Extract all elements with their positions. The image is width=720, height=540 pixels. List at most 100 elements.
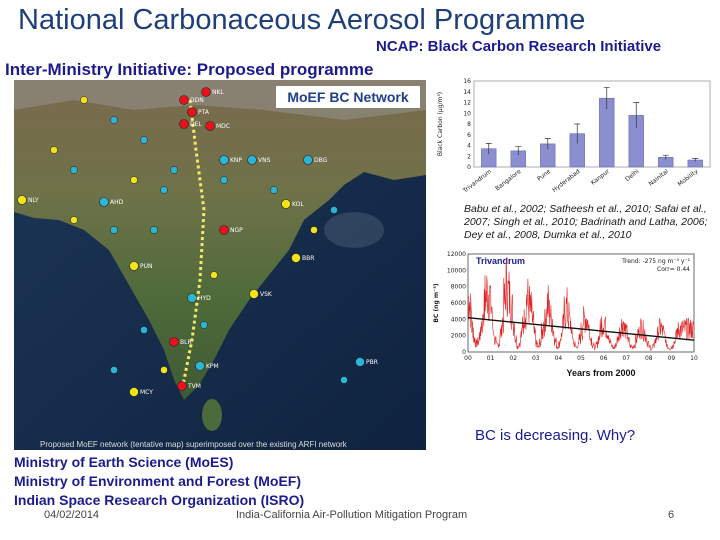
map-station-label: DBG — [314, 157, 328, 164]
bar-ytick-label: 4 — [467, 143, 471, 150]
map-station-dot — [150, 226, 158, 234]
bar-category-label: Trivandrum — [461, 168, 493, 195]
map-station-dot — [160, 186, 168, 194]
map-transect-line — [180, 99, 206, 391]
map-station-label: MDC — [216, 123, 230, 130]
bar-ytick-label: 0 — [467, 164, 471, 171]
map-station-label: VSK — [260, 291, 273, 298]
map-station-marker — [177, 381, 187, 391]
map-land — [14, 80, 426, 400]
india-station-map: NKL DDN PTA DEL MDC KNP VNS DBG NLY AHD KOL NGP BBR P… — [14, 80, 426, 450]
map-station-dot — [70, 166, 78, 174]
slide-subtitle: NCAP: Black Carbon Research Initiative — [376, 38, 662, 55]
bar-ytick-label: 10 — [463, 110, 471, 117]
line-corr-text: Corr= 0.44 — [657, 266, 690, 273]
map-srilanka — [202, 399, 222, 431]
bc-bar-chart: 0 2 4 6 8 10 12 14 16 Black Carbon (μg/m³) Trivand… — [437, 78, 711, 195]
map-station-marker — [201, 87, 211, 97]
map-station-marker — [281, 199, 291, 209]
line-xtick-label: 00 — [464, 355, 472, 362]
map-station-label: NLY — [28, 197, 39, 204]
map-station-dot — [210, 271, 218, 279]
line-trend — [467, 317, 695, 341]
ministry-moes: Ministry of Earth Science (MoES) — [14, 454, 234, 470]
map-station-marker — [129, 387, 139, 397]
map-station-label: PTA — [198, 109, 210, 116]
map-station-dot — [170, 166, 178, 174]
line-ytick-label: 4000 — [451, 316, 466, 323]
trivandrum-line-chart: 0 2000 4000 6000 8000 10000 12000 00 01 02 03 04 05 0… — [433, 251, 698, 378]
line-trend-text: Trend: -275 ng m⁻³ y⁻¹ — [621, 258, 690, 265]
bar-error — [603, 87, 610, 109]
map-station-dot — [220, 176, 228, 184]
map-station-marker — [187, 293, 197, 303]
map-station-label: PBR — [366, 359, 378, 366]
line-xtick-label: 05 — [577, 355, 585, 362]
bar-ytick-label: 16 — [463, 78, 471, 85]
bar-layer: 0 2 4 6 8 10 12 14 16 Black Carbon (μg/m³) Trivand… — [437, 78, 711, 195]
map-station-dot — [140, 326, 148, 334]
map-station-label: KPM — [206, 363, 219, 370]
bar-error — [633, 102, 640, 129]
line-xtick-label: 08 — [645, 355, 653, 362]
map-station-label: BLR — [180, 339, 192, 346]
line-xtick-label: 06 — [600, 355, 608, 362]
bar-ytick-label: 6 — [467, 132, 471, 139]
left-heading: Inter-Ministry Initiative: Proposed prog… — [5, 60, 374, 79]
bar-ytick-label: 12 — [463, 100, 471, 107]
ministry-isro: Indian Space Research Organization (ISRO… — [14, 492, 305, 508]
line-xtick-label: 03 — [532, 355, 540, 362]
bar-category-label: Nainital — [648, 168, 671, 188]
footer-date: 04/02/2014 — [44, 509, 100, 521]
map-station-marker — [291, 253, 301, 263]
map-station-marker — [205, 121, 215, 131]
bar-error — [515, 146, 522, 156]
map-station-marker — [249, 289, 259, 299]
map-station-dot — [110, 226, 118, 234]
map-station-label: NKL — [212, 89, 224, 96]
line-xlabel: Years from 2000 — [566, 368, 635, 378]
map-station-dot — [330, 206, 338, 214]
line-ytick-label: 12000 — [447, 251, 466, 258]
line-ytick-label: 2000 — [451, 333, 466, 340]
map-transect-group — [180, 99, 206, 391]
map-station-label: KNP — [230, 157, 242, 164]
map-station-marker — [303, 155, 313, 165]
map-station-label: HYD — [198, 295, 211, 302]
map-station-dot — [50, 146, 58, 154]
line-ylabel: BC (ng m⁻³) — [433, 283, 440, 323]
line-xtick-label: 02 — [509, 355, 517, 362]
bar-category-label: Pune — [536, 168, 552, 183]
bar-plot-frame — [473, 80, 711, 168]
question-text: BC is decreasing. Why? — [475, 427, 636, 444]
line-ytick-label: 0 — [462, 349, 466, 356]
map-station-marker — [169, 337, 179, 347]
map-station-marker — [219, 155, 229, 165]
ministry-moef: Ministry of Environment and Forest (MoEF… — [14, 473, 302, 489]
map-station-marker — [247, 155, 257, 165]
map-station-label: VNS — [258, 157, 271, 164]
map-station-marker — [179, 119, 189, 129]
bar-error — [485, 143, 492, 155]
bar-error — [692, 158, 699, 162]
map-station-label: DEL — [190, 121, 202, 128]
map-station-dot — [160, 366, 168, 374]
map-station-dot — [70, 216, 78, 224]
map-station-marker — [187, 107, 197, 117]
map-station-marker — [129, 261, 139, 271]
map-badge: MoEF BC Network — [287, 89, 409, 105]
map-caption: Proposed MoEF network (tentative map) su… — [40, 440, 347, 449]
bar-ylabel: Black Carbon (μg/m³) — [437, 92, 444, 156]
bar-category-label: Hyderabad — [551, 168, 581, 194]
line-xtick-label: 09 — [668, 355, 676, 362]
bar-category-label: Delhi — [624, 168, 641, 183]
map-station-label: PUN — [140, 263, 153, 270]
map-station-label: DDN — [190, 97, 204, 104]
line-layer: 0 2000 4000 6000 8000 10000 12000 00 01 02 03 04 05 0… — [433, 251, 698, 378]
map-station-label: BBR — [302, 255, 314, 262]
map-station-marker — [355, 357, 365, 367]
bar-category-label: Bangalore — [494, 168, 523, 192]
map-station-dot — [340, 376, 348, 384]
map-badge-bg — [276, 86, 420, 108]
